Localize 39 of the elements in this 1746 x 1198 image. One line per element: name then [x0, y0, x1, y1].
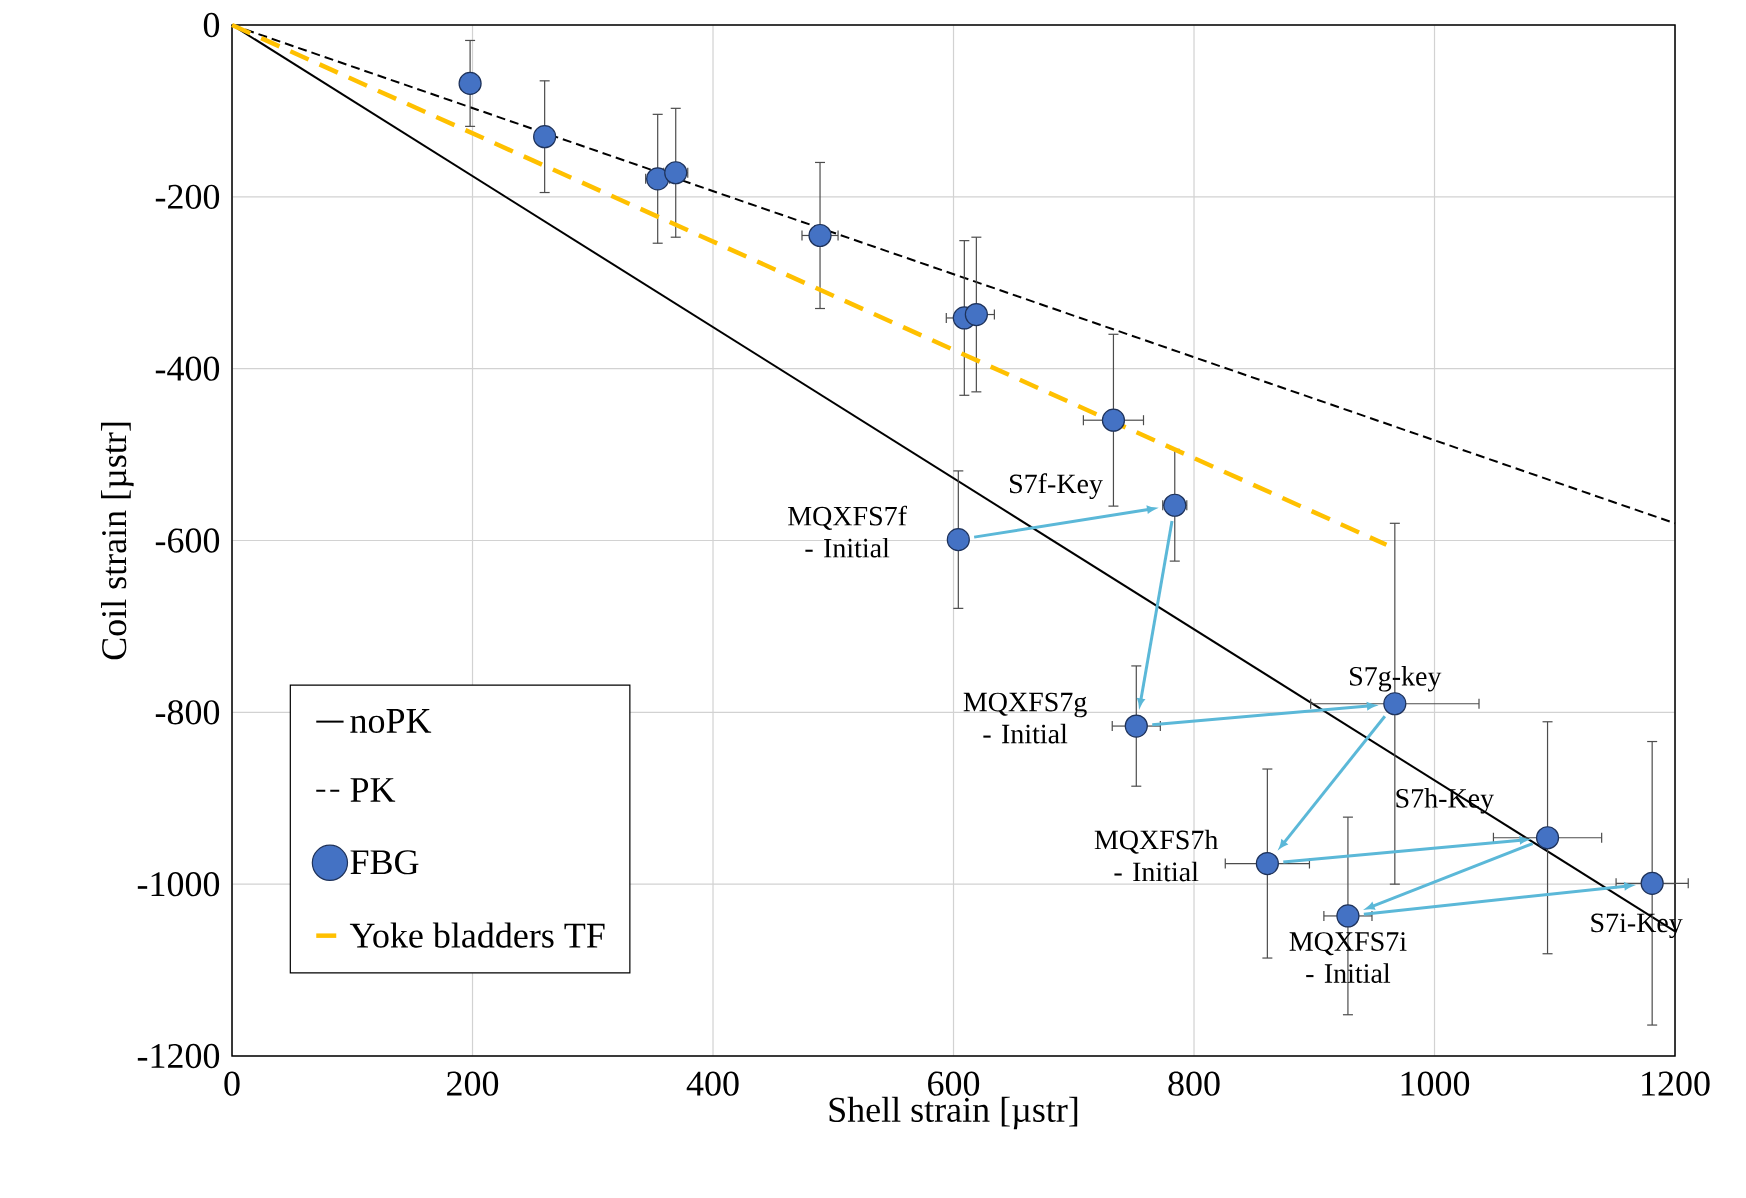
point — [1383, 692, 1407, 716]
x-tick-label: 800 — [1168, 1071, 1220, 1096]
x-tick-label: 400 — [686, 1071, 739, 1096]
point — [1101, 408, 1126, 432]
y-tick-label: -800 — [155, 700, 220, 725]
y-tick-label: 0 — [203, 12, 220, 38]
legend-label: PK — [350, 778, 396, 802]
y-tick-label: -1000 — [137, 872, 220, 897]
annotation: MQXFS7g - Initial — [963, 692, 1087, 744]
y-tick-label: -600 — [155, 528, 220, 553]
point — [1124, 714, 1148, 738]
point — [946, 528, 970, 552]
x-tick-label: 1000 — [1401, 1071, 1470, 1096]
point — [1336, 904, 1360, 928]
y-tick-label: -200 — [155, 184, 220, 209]
point — [533, 125, 557, 149]
x-tick-label: 0 — [224, 1071, 240, 1096]
annotation: S7f-Key — [1010, 473, 1103, 500]
x-tick-label: 600 — [928, 1071, 980, 1096]
legend-label: Yoke bladders TF — [349, 922, 605, 948]
point — [1640, 871, 1664, 895]
point — [458, 71, 482, 96]
x-axis-title: Shell strain [µstr] — [829, 1096, 1078, 1130]
legend-label: FBG — [350, 850, 419, 875]
y-tick-label: -400 — [155, 356, 220, 381]
y-tick-label: -1200 — [137, 1043, 220, 1069]
point — [808, 223, 832, 248]
annotation: MQXFS7f - Initial — [788, 505, 907, 558]
x-tick-label: 1200 — [1642, 1071, 1710, 1096]
legend-label: noPK — [350, 709, 432, 733]
point — [664, 161, 688, 185]
point — [1255, 851, 1279, 876]
y-axis-title: Coil strain [µstr] — [100, 422, 134, 660]
annotation: MQXFS7h - Initial — [1094, 829, 1219, 882]
x-tick-label: 200 — [447, 1071, 499, 1096]
annotation: MQXFS7i - Initial — [1289, 932, 1407, 983]
annotation: S7g-key — [1350, 666, 1442, 692]
point — [1535, 826, 1560, 850]
point — [964, 302, 988, 327]
